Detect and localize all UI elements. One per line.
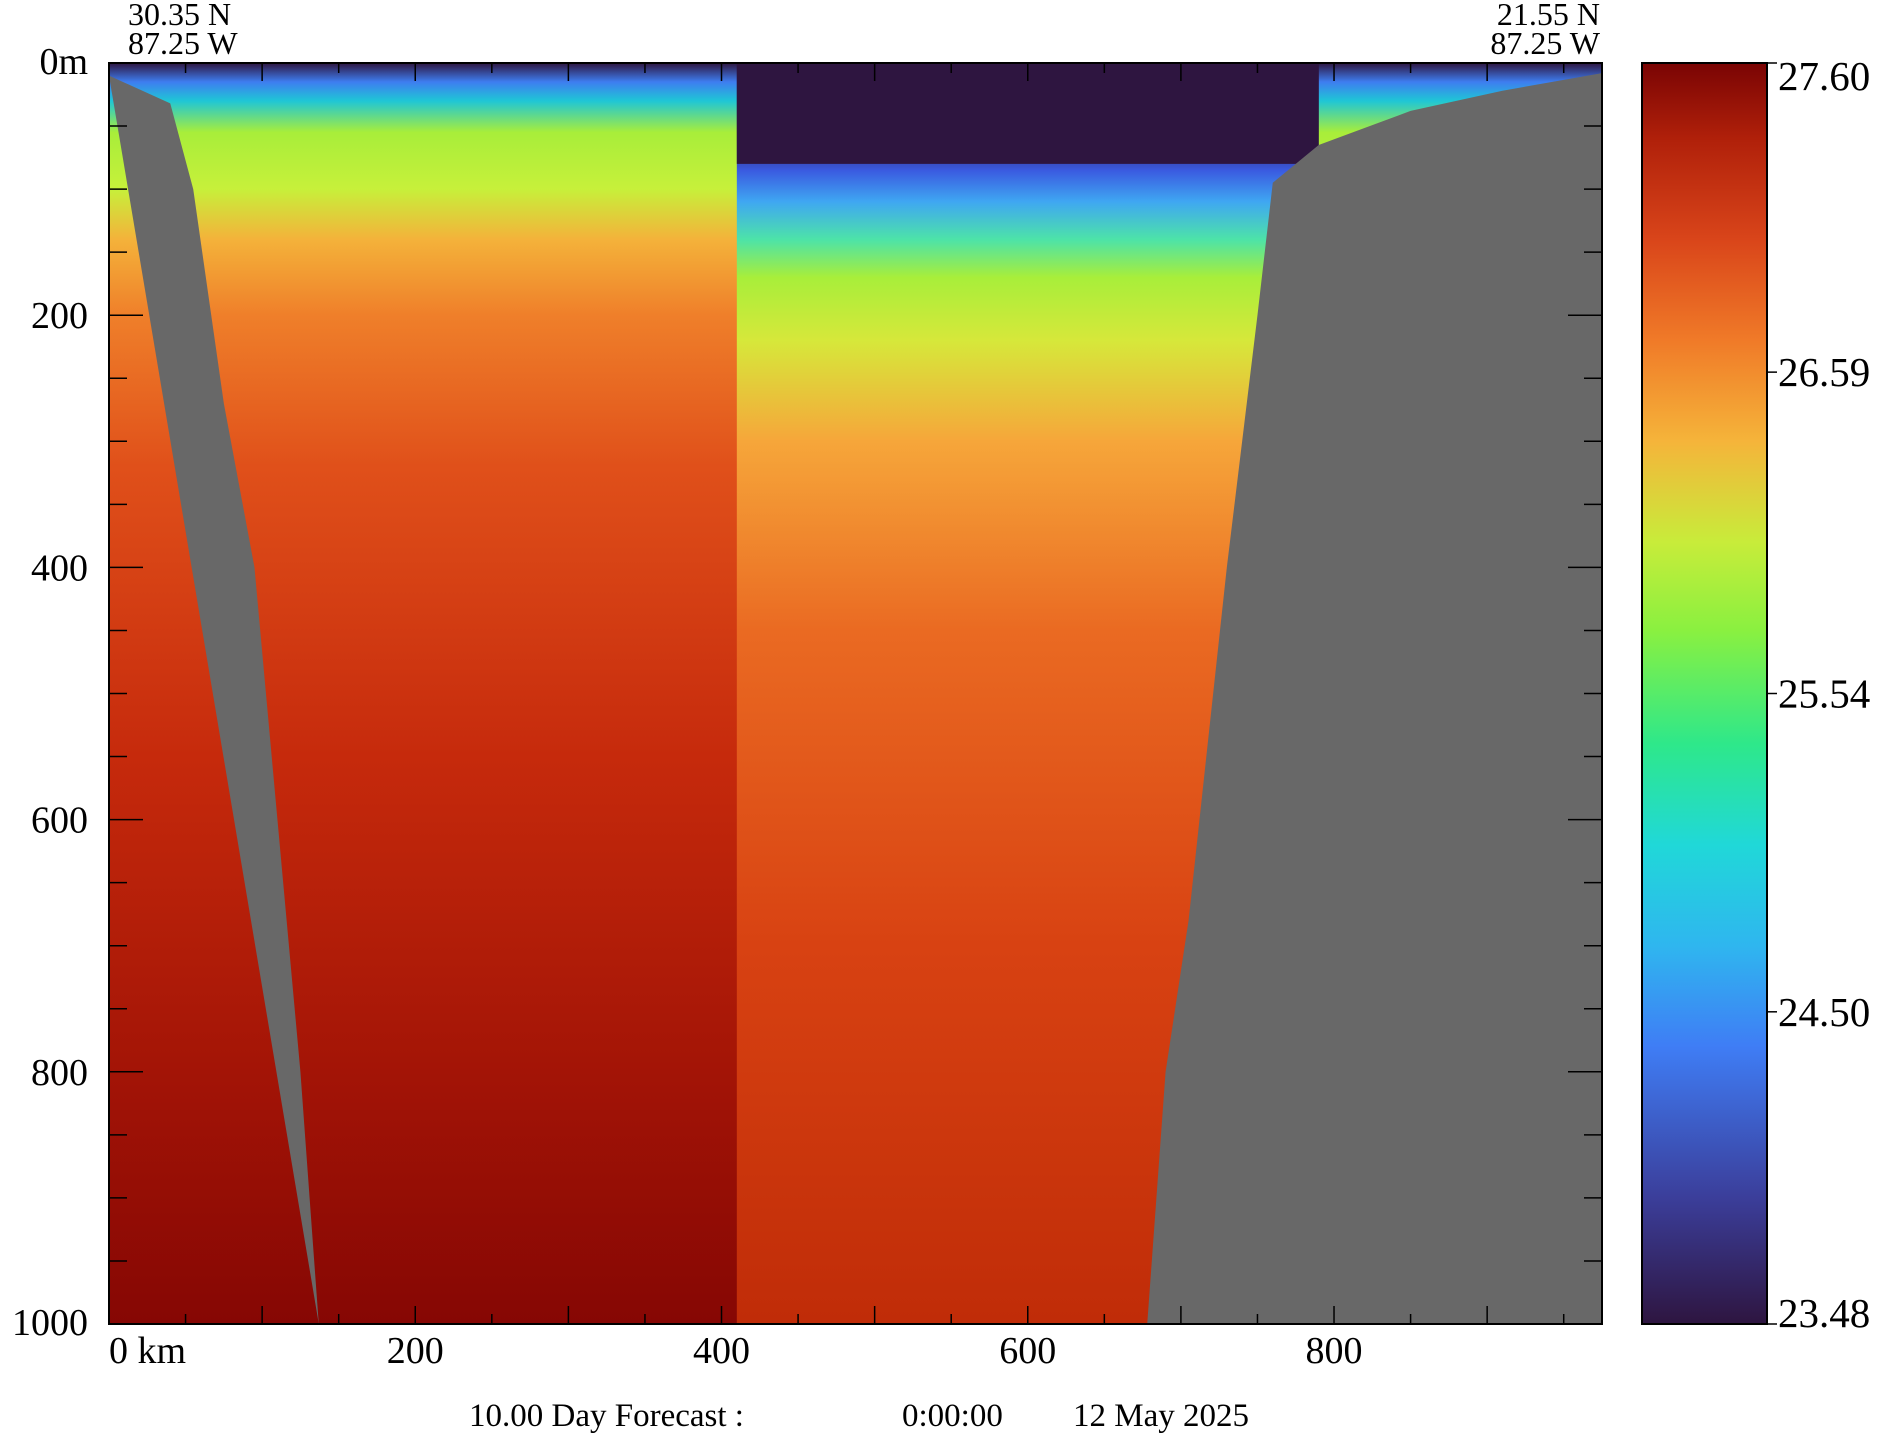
x-axis-ticks [184,63,1565,1324]
land-right [1147,73,1602,1324]
footer: 10.00 Day Forecast : 0:00:00 12 May 2025 [469,1398,1249,1434]
colorbar: 27.60 26.59 25.54 24.50 23.48 [1641,53,1870,1336]
start-latitude: 30.35 N [128,0,231,32]
y-axis-ticks [109,125,1602,1262]
colorbar-labels: 27.60 26.59 25.54 24.50 23.48 [1778,53,1870,1336]
x-tick-label: 400 [693,1330,750,1372]
colorbar-label: 26.59 [1778,349,1870,395]
x-tick-label: 800 [1306,1330,1363,1372]
y-tick-label: 200 [31,295,88,337]
colorbar-label: 23.48 [1778,1290,1870,1336]
end-latitude: 21.55 N [1497,0,1600,32]
y-axis-labels: 0m 200 400 600 800 1000 [12,41,88,1344]
land-left [109,75,319,1324]
y-tick-label: 800 [31,1052,88,1094]
footer-forecast: 10.00 Day Forecast : [469,1398,744,1434]
y-tick-label: 400 [31,547,88,589]
start-longitude: 87.25 W [128,25,238,61]
plot-area [109,63,1602,1324]
y-tick-label: 600 [31,800,88,842]
x-tick-label: 200 [387,1330,444,1372]
end-longitude: 87.25 W [1490,25,1600,61]
y-tick-label: 0m [39,41,88,83]
colorbar-label: 27.60 [1778,53,1870,99]
colorbar-label: 24.50 [1778,989,1870,1035]
y-tick-label: 1000 [12,1302,88,1344]
x-tick-label: 0 km [109,1330,186,1372]
footer-date: 12 May 2025 [1073,1398,1249,1434]
x-axis-labels: 0 km 200 400 600 800 [109,1330,1363,1372]
footer-time: 0:00:00 [902,1398,1003,1434]
colorbar-label: 25.54 [1778,671,1870,717]
colorbar-gradient [1641,62,1768,1325]
x-tick-label: 600 [999,1330,1056,1372]
colorbar-ticks [1767,62,1777,1325]
